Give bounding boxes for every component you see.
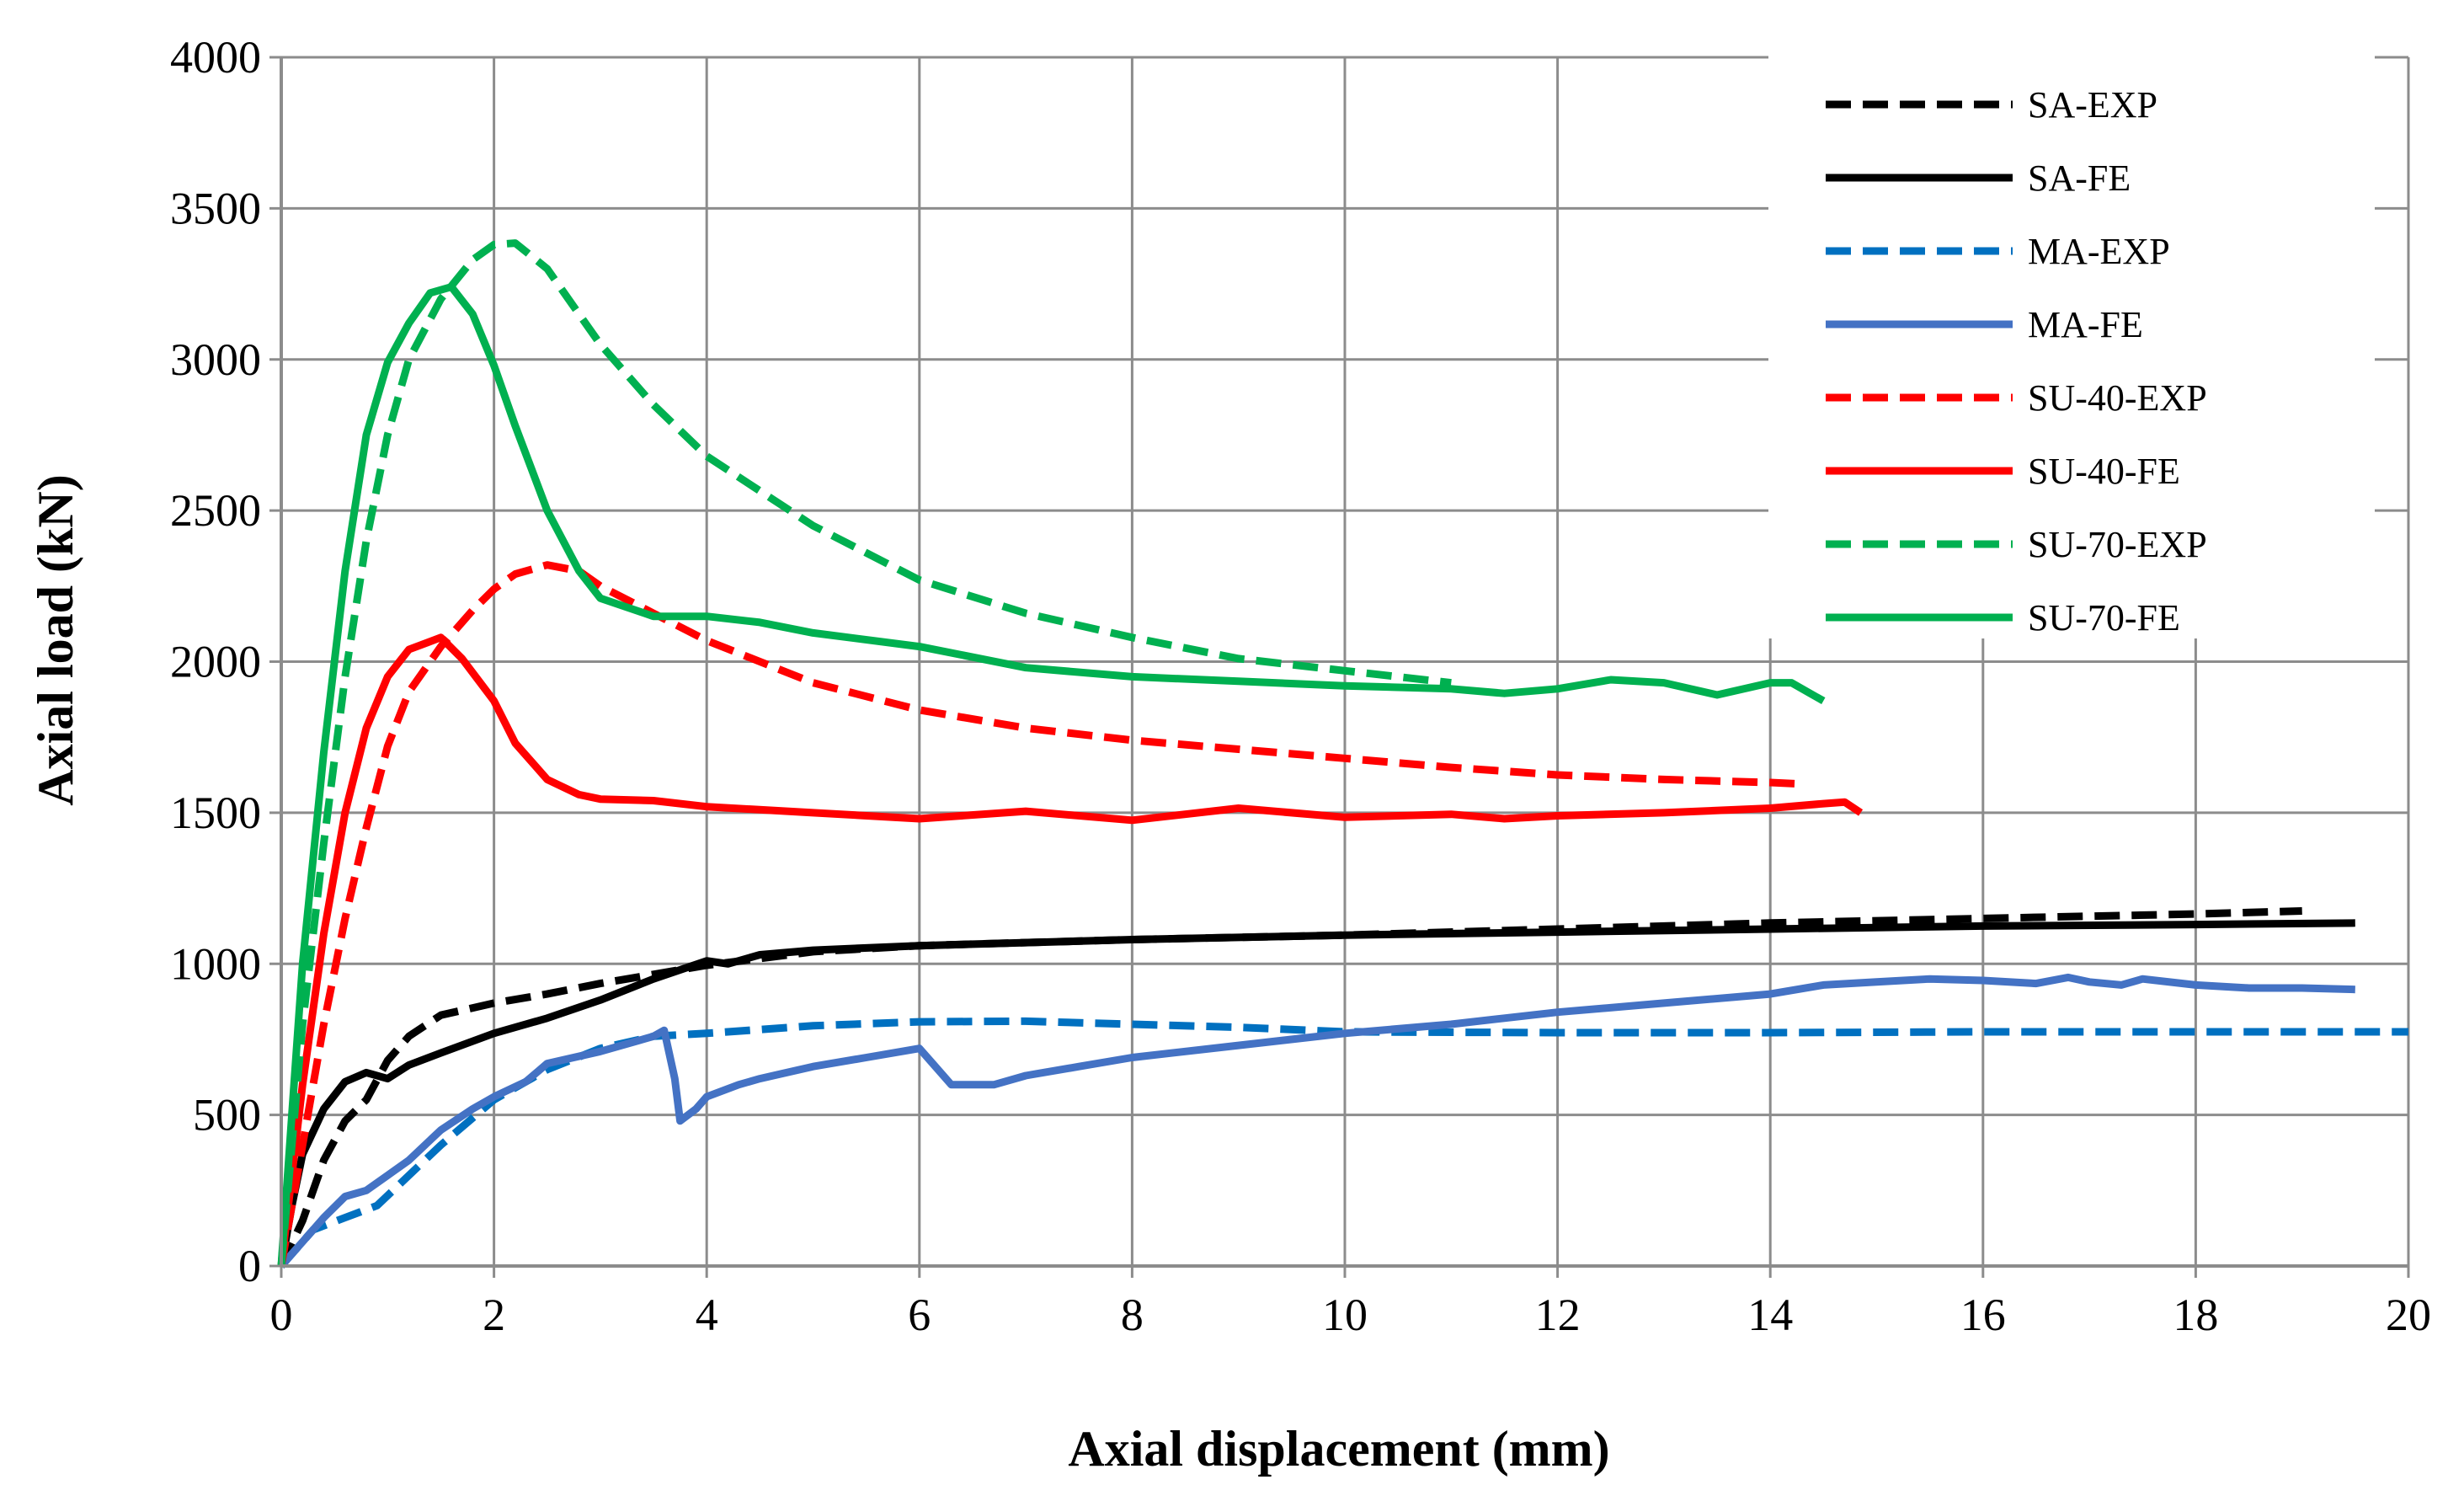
legend-label-sa-fe: SA-FE xyxy=(2028,158,2131,199)
series-lines xyxy=(277,239,2408,1269)
series-line-sa-fe xyxy=(277,919,2355,1267)
x-tick-label: 12 xyxy=(1535,1290,1581,1340)
legend-label-su-70-fe: SU-70-FE xyxy=(2028,597,2180,638)
y-tick-label: 2000 xyxy=(170,637,261,687)
x-tick-label: 8 xyxy=(1121,1290,1144,1340)
x-tick-label: 0 xyxy=(270,1290,293,1340)
x-tick-label: 16 xyxy=(1960,1290,2006,1340)
x-tick-label: 4 xyxy=(696,1290,718,1340)
x-tick-label: 18 xyxy=(2173,1290,2218,1340)
series-line-ma-exp xyxy=(278,1017,2408,1269)
series-line-su-70-exp xyxy=(277,239,1452,1267)
y-tick-label: 4000 xyxy=(170,32,261,83)
y-tick-label: 500 xyxy=(193,1090,261,1140)
x-axis-title: Axial displacement (mm) xyxy=(1068,1421,1609,1477)
legend-label-ma-fe: MA-FE xyxy=(2028,304,2143,345)
series-line-su-40-fe xyxy=(277,633,1864,1267)
y-tick-label: 3000 xyxy=(170,334,261,385)
series-line-ma-fe xyxy=(278,973,2355,1269)
legend-label-su-40-fe: SU-40-FE xyxy=(2028,451,2180,492)
y-axis-title: Axial load (kN) xyxy=(28,474,83,805)
x-tick-label: 20 xyxy=(2386,1290,2431,1340)
y-tick-label: 3500 xyxy=(170,183,261,233)
legend: SA-EXP SA-FE MA-EXP MA-FE SU-40-EXP SU-40-FE S… xyxy=(1768,27,2375,638)
y-tick-label: 0 xyxy=(238,1241,261,1291)
legend-label-sa-exp: SA-EXP xyxy=(2028,84,2157,126)
y-tick-label: 1500 xyxy=(170,788,261,838)
y-tick-label: 1000 xyxy=(170,938,261,989)
legend-label-ma-exp: MA-EXP xyxy=(2028,231,2170,272)
x-tick-label: 6 xyxy=(908,1290,931,1340)
x-axis-ticks: 0 2 4 6 8 10 12 14 16 18 20 xyxy=(270,1266,2431,1340)
y-tick-label: 2500 xyxy=(170,485,261,536)
x-tick-label: 2 xyxy=(483,1290,505,1340)
x-tick-label: 14 xyxy=(1747,1290,1793,1340)
legend-label-su-40-exp: SU-40-EXP xyxy=(2028,377,2207,419)
legend-label-su-70-exp: SU-70-EXP xyxy=(2028,524,2207,565)
x-tick-label: 10 xyxy=(1322,1290,1368,1340)
series-line-sa-exp xyxy=(277,907,2302,1268)
legend-box xyxy=(1768,27,2375,638)
series-line-su-70-fe xyxy=(277,283,1826,1267)
y-axis-ticks: 0 500 1000 1500 2000 2500 3000 3500 4000 xyxy=(170,32,281,1291)
